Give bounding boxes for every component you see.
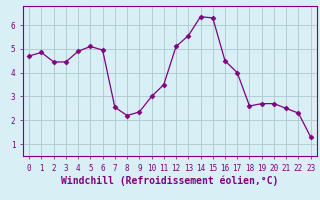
- X-axis label: Windchill (Refroidissement éolien,°C): Windchill (Refroidissement éolien,°C): [61, 175, 279, 186]
